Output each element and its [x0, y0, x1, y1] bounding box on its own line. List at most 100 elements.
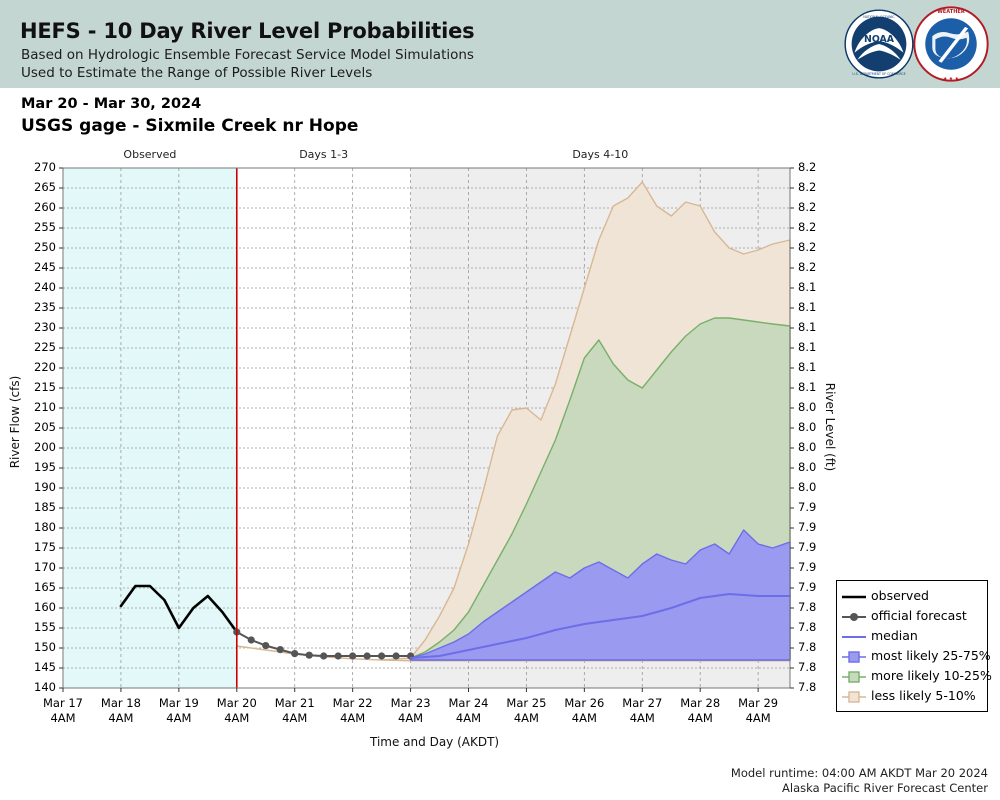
y-tick-label-left: 270 [34, 160, 56, 174]
legend-item-most[interactable]: most likely 25-75% [841, 646, 991, 666]
forecast-point [392, 652, 400, 660]
y-tick-label-left: 150 [34, 640, 56, 654]
x-tick-label-day: Mar 20 [216, 696, 257, 710]
y-tick-label-right: 8.1 [798, 280, 817, 294]
y-tick-label-right: 7.9 [798, 540, 817, 554]
x-tick-label-time: 4AM [513, 711, 539, 725]
x-tick-label-time: 4AM [224, 711, 250, 725]
x-tick-label-day: Mar 24 [448, 696, 489, 710]
legend-label: most likely 25-75% [871, 648, 991, 663]
y-tick-label-left: 195 [34, 460, 56, 474]
svg-text:NOAA: NOAA [864, 34, 895, 45]
y-tick-label-right: 7.8 [798, 660, 817, 674]
y-tick-label-left: 240 [34, 280, 56, 294]
y-tick-label-right: 8.2 [798, 200, 817, 214]
y-tick-label-right: 8.1 [798, 360, 817, 374]
y-tick-label-right: 7.8 [798, 600, 817, 614]
noaa-logo: NOAA NATIONAL OCEANIC U.S. DEPARTMENT OF… [844, 9, 914, 79]
zone-observed [63, 168, 237, 688]
forecast-point [334, 652, 342, 660]
legend-swatch-icon [841, 669, 867, 683]
y-tick-label-left: 140 [34, 680, 56, 694]
y-tick-label-left: 160 [34, 600, 56, 614]
x-tick-label-day: Mar 28 [680, 696, 721, 710]
agency-label: Alaska Pacific River Forecast Center [782, 781, 988, 795]
forecast-point [276, 646, 284, 654]
svg-text:NATIONAL OCEANIC: NATIONAL OCEANIC [863, 15, 895, 19]
zone-label-days-1-3: Days 1-3 [299, 148, 349, 161]
y-tick-label-left: 245 [34, 260, 56, 274]
forecast-point [349, 652, 357, 660]
y-tick-label-left: 230 [34, 320, 56, 334]
x-tick-label-day: Mar 19 [158, 696, 199, 710]
x-tick-label-time: 4AM [571, 711, 597, 725]
y-tick-label-right: 7.8 [798, 640, 817, 654]
model-runtime-label: Model runtime: 04:00 AM AKDT Mar 20 2024 [730, 766, 988, 780]
forecast-point [378, 652, 386, 660]
x-tick-label-time: 4AM [50, 711, 76, 725]
y-tick-label-right: 7.9 [798, 560, 817, 574]
y-tick-label-left: 255 [34, 220, 56, 234]
x-tick-label-time: 4AM [108, 711, 134, 725]
y-tick-label-left: 250 [34, 240, 56, 254]
legend-label: less likely 5-10% [871, 688, 976, 703]
y-tick-label-left: 165 [34, 580, 56, 594]
y-tick-label-right: 8.1 [798, 320, 817, 334]
x-tick-label-time: 4AM [745, 711, 771, 725]
y-tick-label-left: 235 [34, 300, 56, 314]
x-tick-label-time: 4AM [629, 711, 655, 725]
y-tick-label-left: 180 [34, 520, 56, 534]
legend-swatch-icon [841, 589, 867, 603]
y-tick-label-right: 8.2 [798, 220, 817, 234]
legend-item-official[interactable]: official forecast [841, 606, 983, 626]
header-band [0, 0, 1000, 88]
legend-label: median [871, 628, 918, 643]
page-title: HEFS - 10 Day River Level Probabilities [20, 19, 475, 43]
y-tick-label-right: 8.0 [798, 460, 817, 474]
forecast-point [320, 652, 328, 660]
x-tick-label-day: Mar 25 [506, 696, 547, 710]
x-tick-label-day: Mar 29 [738, 696, 779, 710]
forecast-point [247, 636, 255, 644]
y-tick-label-right: 7.8 [798, 620, 817, 634]
y-tick-label-left: 210 [34, 400, 56, 414]
y-tick-label-left: 260 [34, 200, 56, 214]
y-tick-label-left: 145 [34, 660, 56, 674]
chart-legend[interactable]: observed official forecast median most like… [836, 580, 992, 712]
legend-item-median[interactable]: median [841, 626, 983, 646]
svg-text:U.S. DEPARTMENT OF COMMERCE: U.S. DEPARTMENT OF COMMERCE [852, 72, 905, 76]
legend-item-less[interactable]: less likely 5-10% [841, 686, 983, 706]
y-tick-label-right: 7.9 [798, 580, 817, 594]
nws-logo: WEATHER ★ ★ ★ [913, 6, 989, 82]
zone-label-observed: Observed [123, 148, 177, 161]
series-median [409, 593, 791, 659]
legend-label: observed [871, 588, 929, 603]
x-tick-label-time: 4AM [340, 711, 366, 725]
y-tick-label-right: 8.0 [798, 480, 817, 494]
x-axis-title: Time and Day (AKDT) [370, 735, 500, 749]
date-range-label: Mar 20 - Mar 30, 2024 [21, 96, 202, 112]
x-tick-label-time: 4AM [166, 711, 192, 725]
y-tick-label-left: 170 [34, 560, 56, 574]
forecast-point [363, 652, 371, 660]
gage-title: USGS gage - Sixmile Creek nr Hope [21, 116, 359, 136]
legend-item-observed[interactable]: observed [841, 586, 983, 606]
forecast-point [291, 650, 299, 658]
x-tick-label-day: Mar 23 [390, 696, 431, 710]
y-tick-label-right: 8.2 [798, 240, 817, 254]
y-tick-label-right: 8.1 [798, 340, 817, 354]
y-tick-label-left: 215 [34, 380, 56, 394]
y-tick-label-right: 7.9 [798, 520, 817, 534]
legend-swatch-icon [841, 689, 867, 703]
y-axis-title-left: River Flow (cfs) [8, 375, 22, 469]
legend-label: official forecast [871, 608, 967, 623]
x-tick-label-day: Mar 27 [622, 696, 663, 710]
y-tick-label-right: 8.0 [798, 440, 817, 454]
legend-swatch-icon [841, 649, 867, 663]
legend-label: more likely 10-25% [871, 668, 992, 683]
legend-item-more[interactable]: more likely 10-25% [841, 666, 992, 686]
y-tick-label-left: 190 [34, 480, 56, 494]
header-subtitle-1: Based on Hydrologic Ensemble Forecast Se… [21, 47, 474, 63]
forecast-point [262, 642, 270, 650]
